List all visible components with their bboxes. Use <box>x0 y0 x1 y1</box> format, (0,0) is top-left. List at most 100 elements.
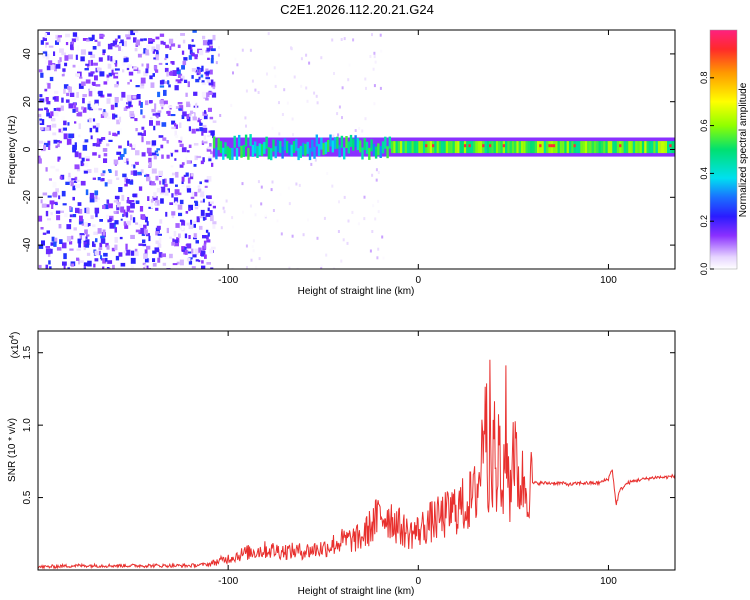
spectrogram-cell <box>177 102 183 105</box>
spectrogram-cell <box>174 158 177 161</box>
spectrogram-cell <box>104 112 109 119</box>
spectrogram-cell <box>177 81 182 84</box>
spectrogram-cell <box>175 171 179 178</box>
spectrogram-cell <box>160 40 164 45</box>
spectrogram-cell <box>155 231 160 236</box>
spectrogram-cell <box>287 186 290 190</box>
spectrogram-cell <box>206 47 211 52</box>
spectrogram-cell <box>174 81 179 85</box>
spectrogram-cell <box>215 147 218 160</box>
spectrogram-cell <box>132 95 137 99</box>
spectrogram-cell <box>132 193 137 197</box>
spectrogram-cell <box>66 138 72 145</box>
spectrogram-cell <box>120 39 124 43</box>
spectrogram-cell <box>107 63 112 69</box>
spectrogram-cell <box>123 221 127 226</box>
spectrogram-cell <box>295 138 298 151</box>
spectrogram-cell <box>83 267 86 269</box>
spectrogram-cell <box>193 143 199 146</box>
spectrogram-cell <box>156 187 162 193</box>
spectrogram-cell <box>420 141 423 154</box>
spectrogram-cell <box>42 192 48 196</box>
spectrogram-cell <box>48 260 51 265</box>
spectrogram-cell <box>190 196 195 199</box>
spectrogram-cell <box>96 197 100 201</box>
spectrogram-cell <box>610 141 613 154</box>
spectrogram-cell <box>206 235 209 240</box>
spectrogram-cell <box>179 122 182 128</box>
spectrogram-cell <box>305 86 308 90</box>
spectrogram-cell <box>518 141 522 154</box>
spectrogram-cell <box>89 196 95 203</box>
spectrogram-cell <box>347 219 350 223</box>
spectrogram-cell <box>58 140 62 144</box>
spectrogram-cell <box>612 141 615 154</box>
spectrogram-cell <box>434 141 437 154</box>
spectrogram-peak <box>468 144 473 148</box>
spectrogram-cell <box>133 37 137 43</box>
spectrogram-cell <box>44 60 49 64</box>
spectrogram-cell <box>95 67 98 73</box>
spectrogram-cell <box>93 88 96 92</box>
spectrogram-cell <box>49 266 52 269</box>
spectrogram-cell <box>102 170 106 174</box>
spectrogram-cell <box>87 169 92 173</box>
spectrogram-cell <box>112 40 117 47</box>
spectrogram-cell <box>208 82 214 86</box>
colorbar: 0.0 0.2 0.4 0.6 0.8 Normalized spectral ampl… <box>699 29 749 275</box>
spectrogram-cell <box>166 227 169 234</box>
spectrogram-cell <box>47 83 51 89</box>
spectrogram-cell <box>254 88 257 92</box>
spectrogram-cell <box>142 115 146 119</box>
spectrogram-cell <box>207 107 212 112</box>
spectrogram-cell <box>354 129 357 132</box>
spectrogram-cell <box>146 245 151 250</box>
spectrogram-cell <box>106 98 111 104</box>
spectrogram-cell <box>44 50 47 53</box>
spectrogram-cell <box>181 162 185 166</box>
spectrogram-cell <box>152 49 156 54</box>
spectrogram-cell <box>198 50 204 56</box>
spectrogram-cell <box>128 71 134 76</box>
spectrogram-cell <box>64 62 68 67</box>
spectrogram-cell <box>372 67 375 71</box>
spectrogram-cell <box>298 183 301 187</box>
spectrogram-cell <box>61 242 67 249</box>
spectrogram-cell <box>373 84 376 88</box>
spectrogram-cell <box>209 80 213 84</box>
spectrogram-cell <box>203 135 206 140</box>
spectrogram-cell <box>124 223 129 229</box>
spectrogram-cell <box>208 201 212 207</box>
spectrogram-cell <box>76 248 81 251</box>
spectrogram-cell <box>45 32 50 35</box>
spectrogram-cell <box>153 155 157 160</box>
spectrogram-cell <box>98 247 103 250</box>
spectrogram-cell <box>140 109 143 115</box>
spectrogram-cell <box>112 132 117 136</box>
spectrogram-cell <box>211 246 216 250</box>
spectrogram-cell <box>226 146 229 159</box>
spectrogram-cell <box>208 158 212 162</box>
spectrogram-cell <box>68 172 71 178</box>
spectrogram-cell <box>181 65 185 70</box>
spectrogram-cell <box>393 141 396 154</box>
colorbar-tick-label: 0.8 <box>699 72 709 85</box>
spectrogram-cell <box>198 259 201 263</box>
spectrogram-cell <box>234 57 237 61</box>
spectrogram-cell <box>156 51 159 57</box>
spectrogram-cell <box>55 145 58 149</box>
spectrogram-cell <box>252 239 255 243</box>
spectrogram-cell <box>155 69 159 73</box>
spectrogram-cell <box>118 252 123 257</box>
spectrogram-cell <box>85 156 91 159</box>
spectrogram-cell <box>92 125 97 129</box>
spectrogram-cell <box>231 225 234 229</box>
spectrogram-cell <box>69 214 73 218</box>
spectrogram-cell <box>57 143 60 148</box>
spectrogram-cell <box>187 81 190 88</box>
spectrogram-cell <box>498 141 501 154</box>
spectrogram-cell <box>71 235 74 240</box>
spectrogram-cell <box>107 217 112 223</box>
spectrogram-cell <box>72 196 75 201</box>
spectrogram-cell <box>76 45 80 52</box>
